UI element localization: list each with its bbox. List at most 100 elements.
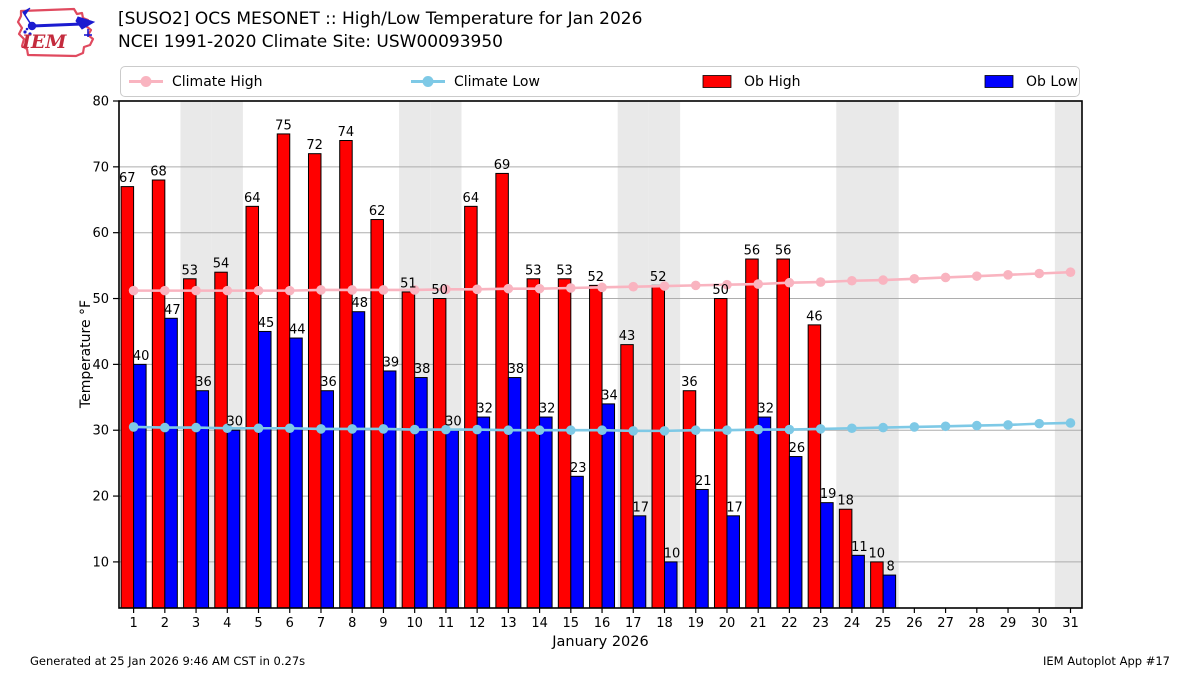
climate-high-line-marker xyxy=(191,285,201,296)
ob-high-bar xyxy=(245,205,260,609)
ob-low-value-label: 36 xyxy=(320,375,337,390)
ob-high-value-label: 53 xyxy=(181,263,198,278)
ob-low-bar xyxy=(539,416,553,609)
ob-low-value-label: 44 xyxy=(289,323,306,338)
x-tick-label: 25 xyxy=(875,616,892,631)
ob-high-value-label: 53 xyxy=(556,263,573,278)
ob-low-value-label: 30 xyxy=(445,415,462,430)
climate-low-line-marker xyxy=(878,422,888,433)
ob-high-bar xyxy=(620,344,634,609)
y-tick-label: 20 xyxy=(92,490,109,505)
ob-high-value-label: 74 xyxy=(338,125,355,140)
climate-low-line-marker xyxy=(784,424,795,435)
climate-low-line-marker xyxy=(1065,418,1076,428)
climate-high-line-marker xyxy=(1034,268,1045,279)
ob-high-value-label: 69 xyxy=(494,158,511,173)
climate-high-line-marker xyxy=(347,285,358,295)
x-tick-label: 17 xyxy=(625,616,642,631)
ob-low-value-label: 21 xyxy=(695,474,712,489)
y-tick-label: 10 xyxy=(92,555,109,570)
x-tick-label: 11 xyxy=(438,616,455,631)
ob-high-value-label: 68 xyxy=(150,165,167,180)
ob-low-value-label: 38 xyxy=(414,362,431,377)
ob-low-bar xyxy=(820,502,834,609)
iem-logo-text: IEM xyxy=(21,31,67,53)
climate-low-line-marker xyxy=(628,426,639,436)
climate-low-line-marker xyxy=(378,424,389,434)
x-tick-label: 8 xyxy=(348,616,356,631)
climate-low-line xyxy=(128,418,1076,436)
x-tick-label: 21 xyxy=(750,616,767,631)
climate-high-line-marker xyxy=(597,282,607,293)
ob-high-bar xyxy=(183,278,197,609)
climate-high-line-marker xyxy=(753,279,763,289)
y-tick-labels: 10 20 30 40 50 60 70 80 xyxy=(92,95,119,570)
climate-high-line-marker xyxy=(128,285,139,296)
climate-low-line-marker xyxy=(659,426,670,436)
ob-low-value-label: 32 xyxy=(757,402,774,417)
ob-low-bar xyxy=(133,363,147,609)
chart-title: [SUSO2] OCS MESONET :: High/Low Temperat… xyxy=(118,9,643,29)
ob-high-value-label: 54 xyxy=(213,257,230,272)
ob-low-swatch-icon xyxy=(983,74,1017,89)
ob-high-value-label: 51 xyxy=(400,276,417,291)
climate-low-line-marker xyxy=(815,424,826,434)
ob-high-bar xyxy=(557,278,572,609)
ob-low-bar xyxy=(507,377,522,609)
y-axis-label: Temperature °F xyxy=(78,299,94,409)
climate-high-line-marker xyxy=(316,285,326,295)
ob-low-value-label: 38 xyxy=(508,362,525,377)
ob-low-bars xyxy=(133,311,897,609)
climate-high-line-marker xyxy=(909,273,920,284)
x-tick-label: 19 xyxy=(687,616,704,631)
ob-high-value-label: 56 xyxy=(775,244,792,259)
ob-low-value-label: 39 xyxy=(383,355,400,370)
climate-high-line-marker xyxy=(534,283,545,294)
ob-low-bar xyxy=(320,390,334,609)
climate-high-line-marker xyxy=(722,279,732,290)
y-tick-label: 70 xyxy=(92,160,109,175)
ob-high-bar xyxy=(401,291,416,609)
ob-low-value-label: 23 xyxy=(570,461,587,476)
climate-high-line-marker xyxy=(284,285,295,296)
y-tick-label: 30 xyxy=(92,424,109,439)
legend-label: Climate Low xyxy=(454,73,540,90)
ob-high-bar xyxy=(276,133,291,609)
climate-high-line-marker xyxy=(1065,267,1076,277)
iem-logo-graphic: IEM xyxy=(16,7,96,58)
x-tick-label: 31 xyxy=(1062,616,1079,631)
ob-high-bar xyxy=(870,561,884,609)
climate-high-line-marker xyxy=(222,285,233,296)
x-tick-label: 14 xyxy=(531,616,548,631)
generated-at-text: Generated at 25 Jan 2026 9:46 AM CST in … xyxy=(30,654,306,668)
iowa-outline-icon xyxy=(16,7,95,58)
ob-high-bar xyxy=(339,140,353,609)
climate-high-line-marker xyxy=(940,272,951,283)
ob-low-bar xyxy=(882,574,897,609)
y-tick-label: 60 xyxy=(92,226,109,241)
ob-low-value-label: 10 xyxy=(664,546,681,561)
x-tick-label: 6 xyxy=(286,616,294,631)
bar-value-labels: 67 40 68 47 53 36 54 30 64 45 75 44 72 36 74 48 62 39 51 38… xyxy=(119,118,895,574)
x-tick-label: 2 xyxy=(161,616,169,631)
climate-low-line-marker xyxy=(253,423,264,434)
ob-high-value-label: 50 xyxy=(431,283,448,298)
ob-high-value-label: 72 xyxy=(306,138,323,153)
legend-label: Ob Low xyxy=(1026,73,1078,90)
y-tick-label: 50 xyxy=(92,292,109,307)
x-tick-label: 13 xyxy=(500,616,517,631)
ob-high-bar xyxy=(589,284,603,609)
climate-high-line-marker xyxy=(878,275,888,285)
ob-low-value-label: 32 xyxy=(539,402,556,417)
climate-high-line-marker xyxy=(847,275,857,286)
plot-border xyxy=(118,100,1083,609)
climate-high-line-marker xyxy=(659,281,670,291)
ob-low-bar xyxy=(382,370,397,609)
climate-high-line-marker xyxy=(628,281,639,292)
ob-low-bar xyxy=(289,337,303,609)
x-tick-label: 7 xyxy=(317,616,325,631)
ob-high-bar xyxy=(651,284,666,609)
x-tick-label: 20 xyxy=(719,616,736,631)
climate-high-line-marker xyxy=(566,283,576,293)
